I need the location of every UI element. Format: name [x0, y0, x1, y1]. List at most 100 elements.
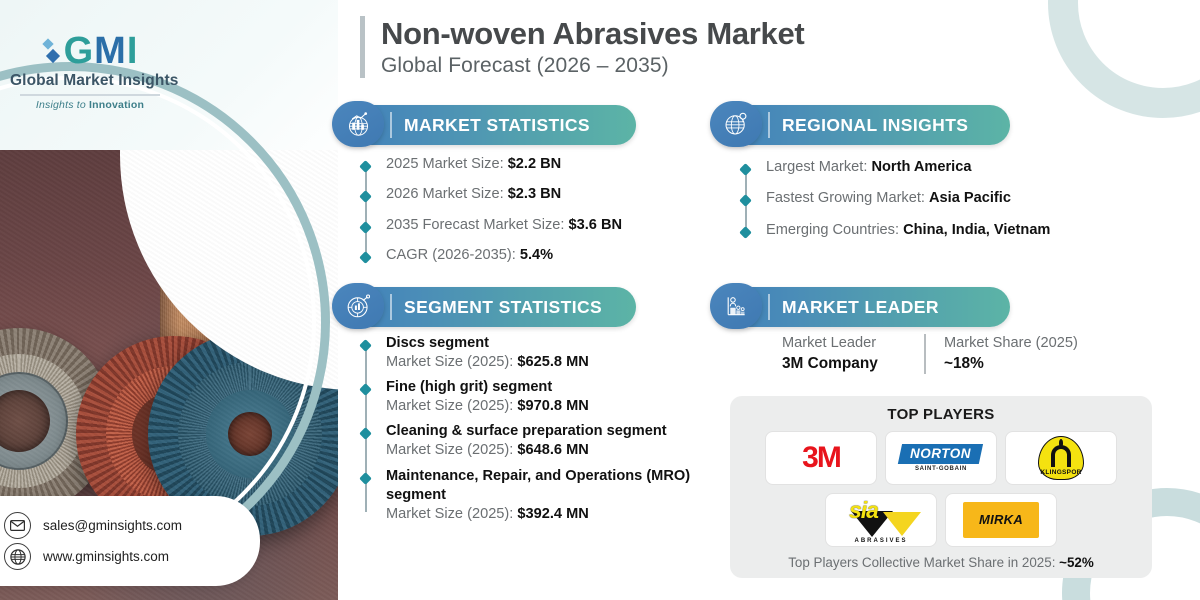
segment-label: Market Size (2025): [386, 505, 518, 522]
logo-divider [20, 94, 160, 96]
section-header-market-leader: MARKET LEADER [710, 282, 1010, 329]
logo-tagline: Insights to Innovation [10, 99, 170, 111]
logo-klingspor-group: KLINGSPOR [1038, 436, 1084, 480]
bullet-diamond-icon [359, 190, 372, 204]
logo-letter-g: G [63, 30, 94, 72]
content-area: Non-woven Abrasives Market Global Foreca… [332, 0, 1200, 600]
contact-email-row[interactable]: sales@gminsights.com [4, 512, 244, 539]
logo-klingspor-flame [1059, 439, 1063, 447]
region-value: Asia Pacific [929, 190, 1011, 207]
market-leader-column: Market Leader 3M Company [714, 334, 924, 374]
logo-mirka-group: MIRKA [962, 502, 1040, 538]
bullet-diamond-icon [359, 220, 372, 234]
logo-sia-text: sia [849, 497, 879, 523]
section-title-market-leader: MARKET LEADER [782, 296, 939, 317]
disc-hub-center [228, 412, 272, 456]
list-item: Cleaning & surface preparation segment M… [359, 422, 700, 460]
globe-bar-chart-icon [332, 100, 384, 147]
stat-label: 2035 Forecast Market Size: [386, 216, 569, 233]
top-players-title: TOP PLAYERS [887, 406, 995, 423]
contact-email-text: sales@gminsights.com [43, 518, 183, 533]
list-item: 2035 Forecast Market Size: $3.6 BN [359, 216, 690, 235]
logo-sia-subtext: ABRASIVES [854, 538, 908, 544]
segment-name: Fine (high grit) segment [386, 379, 553, 396]
bullet-diamond-icon [739, 163, 752, 176]
market-share-column: Market Share (2025) ~18% [924, 334, 1078, 375]
list-track [365, 165, 367, 253]
bullet-diamond-icon [359, 160, 372, 173]
page-title-block: Non-woven Abrasives Market Global Foreca… [360, 16, 805, 78]
bullet-diamond-icon [739, 225, 752, 239]
top-players-logo-grid: 3M NORTON SAINT-GOBAIN KLINGSPOR [744, 431, 1138, 547]
stat-row: 2035 Forecast Market Size: $3.6 BN [386, 216, 690, 235]
bullet-diamond-icon [739, 194, 752, 208]
pill-divider [390, 294, 392, 320]
region-value: China, India, Vietnam [903, 221, 1051, 238]
player-logo-sia[interactable]: sia ABRASIVES [825, 493, 937, 547]
contact-website-row[interactable]: www.gminsights.com [4, 543, 244, 570]
logo-company-name: Global Market Insights [10, 72, 179, 89]
segment-row: Market Size (2025): $625.8 MN [386, 353, 700, 372]
globe-icon [4, 543, 31, 570]
stat-label: CAGR (2026-2035): [386, 246, 520, 263]
bullet-diamond-icon [359, 339, 372, 352]
segment-label: Market Size (2025): [386, 353, 518, 370]
pill-divider [390, 112, 392, 138]
logo-mirka-text: MIRKA [978, 512, 1024, 527]
market-leader-info: Market Leader 3M Company Market Share (2… [714, 334, 1078, 375]
stat-value: $2.3 BN [507, 186, 562, 203]
player-logo-3m[interactable]: 3M [765, 431, 877, 485]
list-item: Maintenance, Repair, and Operations (MRO… [359, 467, 700, 524]
segment-row: Market Size (2025): $970.8 MN [386, 397, 700, 416]
segment-value: $648.6 MN [517, 442, 589, 459]
player-logo-norton[interactable]: NORTON SAINT-GOBAIN [885, 431, 997, 485]
stat-row: 2025 Market Size: $2.2 BN [386, 155, 690, 174]
stat-row: 2026 Market Size: $2.3 BN [386, 185, 690, 204]
bullet-diamond-icon [359, 471, 372, 485]
segment-value: $970.8 MN [517, 398, 589, 415]
player-logo-mirka[interactable]: MIRKA [945, 493, 1057, 547]
disc-hub-center [0, 390, 50, 452]
stat-value: 5.4% [519, 246, 554, 263]
top-players-footer: Top Players Collective Market Share in 2… [744, 555, 1138, 570]
list-item: Largest Market: North America [739, 158, 1160, 177]
market-share-label: Market Share (2025) [944, 335, 1078, 351]
market-leader-value: 3M Company [782, 354, 878, 372]
logo-norton-subtext: SAINT-GOBAIN [914, 466, 968, 473]
top-players-footer-label: Top Players Collective Market Share in 2… [788, 555, 1060, 570]
section-header-segment-statistics: SEGMENT STATISTICS [332, 282, 636, 329]
segment-statistics-list: Discs segment Market Size (2025): $625.8… [359, 334, 700, 524]
logo-3m-text: 3M [802, 441, 842, 474]
logo-sia-yellow-triangle [883, 512, 921, 536]
logo-tagline-prefix: Insights to [35, 99, 90, 111]
disc-hub-middle [206, 390, 294, 478]
globe-pin-icon [710, 100, 762, 147]
page-title: Non-woven Abrasives Market [381, 16, 805, 51]
logo-letter-i: I [126, 30, 138, 72]
donut-chart-icon [332, 282, 384, 329]
region-row: Largest Market: North America [766, 158, 1160, 177]
bullet-diamond-icon [359, 250, 372, 264]
bullet-diamond-icon [359, 427, 372, 441]
stat-label: 2025 Market Size: [386, 156, 508, 172]
player-logo-klingspor[interactable]: KLINGSPOR [1005, 431, 1117, 485]
disc-hub-outer [106, 366, 242, 502]
market-statistics-list: 2025 Market Size: $2.2 BN 2026 Market Si… [359, 155, 690, 265]
regional-insights-list: Largest Market: North America Fastest Gr… [739, 158, 1160, 240]
podium-winner-icon [710, 282, 762, 329]
segment-value: $625.8 MN [517, 353, 589, 370]
list-item: Discs segment Market Size (2025): $625.8… [359, 334, 700, 372]
logo-klingspor-arch [1051, 445, 1071, 467]
section-title-regional-insights: REGIONAL INSIGHTS [782, 114, 969, 135]
list-item: 2026 Market Size: $2.3 BN [359, 185, 690, 204]
region-row: Fastest Growing Market: Asia Pacific [766, 189, 1160, 208]
region-label: Fastest Growing Market: [766, 190, 930, 207]
logo-klingspor-text: KLINGSPOR [1040, 469, 1082, 476]
market-leader-label: Market Leader [782, 335, 877, 351]
page-subtitle: Global Forecast (2026 – 2035) [381, 53, 669, 77]
segment-row: Market Size (2025): $648.6 MN [386, 441, 700, 460]
envelope-icon [4, 512, 31, 539]
